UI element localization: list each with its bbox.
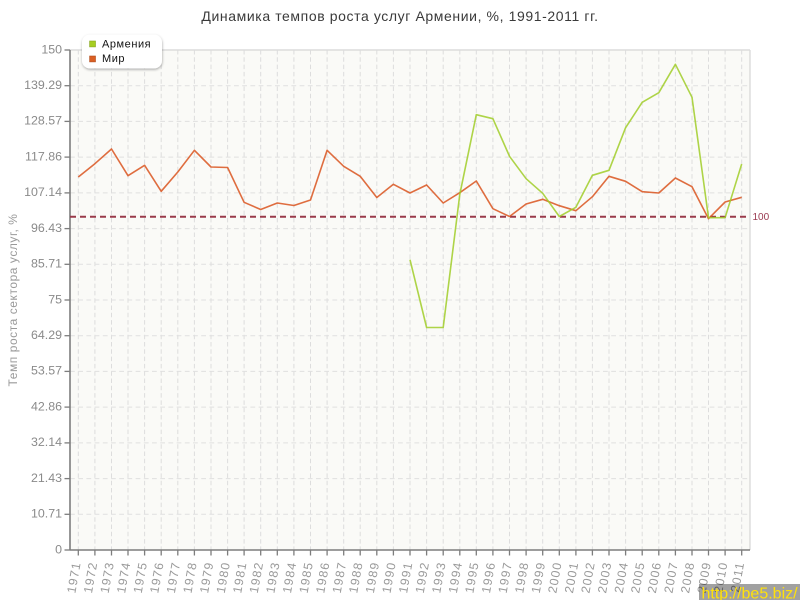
svg-text:1998: 1998 [512, 561, 531, 595]
svg-text:1976: 1976 [147, 561, 166, 595]
svg-text:2009: 2009 [695, 561, 714, 595]
svg-text:2004: 2004 [612, 561, 631, 595]
svg-text:0: 0 [55, 542, 62, 556]
svg-text:2001: 2001 [562, 561, 581, 595]
svg-text:139.29: 139.29 [24, 78, 62, 92]
svg-text:21.43: 21.43 [31, 471, 62, 485]
svg-text:150: 150 [41, 42, 62, 56]
svg-text:Мир: Мир [102, 53, 125, 65]
svg-text:1982: 1982 [247, 561, 266, 595]
svg-text:2000: 2000 [545, 561, 564, 595]
svg-text:117.86: 117.86 [25, 149, 62, 163]
svg-text:2008: 2008 [678, 561, 697, 595]
svg-text:1995: 1995 [462, 561, 481, 595]
svg-text:100: 100 [753, 212, 770, 223]
svg-text:1975: 1975 [131, 561, 150, 595]
svg-text:2007: 2007 [662, 561, 681, 595]
svg-text:1989: 1989 [363, 561, 382, 595]
svg-text:1986: 1986 [313, 561, 332, 595]
svg-text:1987: 1987 [330, 561, 349, 595]
svg-text:2006: 2006 [645, 561, 664, 595]
svg-text:1973: 1973 [98, 561, 117, 595]
svg-text:1984: 1984 [280, 561, 299, 595]
svg-text:85.71: 85.71 [31, 257, 62, 271]
svg-text:1991: 1991 [396, 561, 415, 595]
svg-text:42.86: 42.86 [31, 399, 62, 413]
svg-text:32.14: 32.14 [31, 435, 62, 449]
svg-text:1994: 1994 [446, 561, 465, 595]
svg-text:2010: 2010 [711, 561, 730, 595]
svg-text:1985: 1985 [297, 561, 316, 595]
svg-text:1996: 1996 [479, 561, 498, 595]
svg-text:107.14: 107.14 [24, 185, 62, 199]
svg-text:1971: 1971 [64, 561, 83, 595]
svg-text:1977: 1977 [164, 561, 183, 595]
svg-text:1992: 1992 [413, 561, 432, 595]
svg-text:http://be5.biz/: http://be5.biz/ [702, 586, 799, 600]
svg-text:Динамика темпов роста услуг Ар: Динамика темпов роста услуг Армении, %, … [201, 8, 598, 24]
svg-text:1988: 1988 [346, 561, 365, 595]
svg-text:53.57: 53.57 [31, 364, 62, 378]
svg-text:2002: 2002 [579, 561, 598, 595]
svg-text:Армения: Армения [102, 38, 151, 50]
svg-text:75: 75 [48, 292, 62, 306]
svg-text:96.43: 96.43 [31, 221, 62, 235]
svg-text:128.57: 128.57 [24, 114, 62, 128]
svg-text:2003: 2003 [595, 561, 614, 595]
svg-text:1972: 1972 [81, 561, 100, 595]
svg-text:1979: 1979 [197, 561, 216, 595]
svg-text:1981: 1981 [230, 561, 249, 595]
svg-text:1978: 1978 [181, 561, 200, 595]
svg-text:1999: 1999 [529, 561, 548, 595]
svg-text:2005: 2005 [628, 561, 647, 595]
svg-text:2011: 2011 [728, 561, 747, 594]
svg-text:Темп роста сектора услуг, %: Темп роста сектора услуг, % [6, 214, 20, 387]
svg-text:1997: 1997 [496, 561, 515, 595]
svg-text:1990: 1990 [380, 561, 399, 595]
svg-text:1980: 1980 [214, 561, 233, 595]
svg-text:10.71: 10.71 [31, 507, 62, 521]
svg-text:1974: 1974 [114, 561, 133, 595]
svg-text:1983: 1983 [263, 561, 282, 595]
svg-text:64.29: 64.29 [31, 328, 62, 342]
svg-text:1993: 1993 [429, 561, 448, 595]
